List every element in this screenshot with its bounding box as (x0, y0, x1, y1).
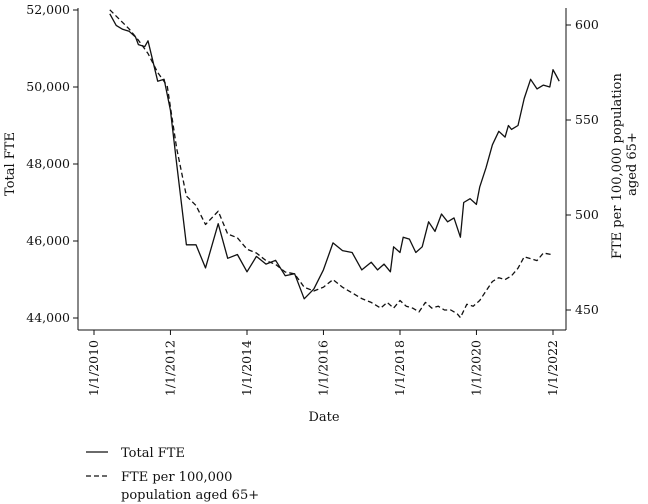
right-tick-label: 500 (575, 207, 599, 222)
left-tick-label: 46,000 (26, 233, 70, 248)
legend: Total FTE FTE per 100,000 population aged… (86, 446, 259, 503)
left-tick-label: 48,000 (26, 156, 70, 171)
series-line-total-fte (109, 13, 560, 300)
legend-label-total-fte: Total FTE (121, 446, 185, 461)
right-axis-title: FTE per 100,000 population aged 65+ (610, 69, 640, 259)
x-tick-label: 1/1/2022 (545, 340, 560, 396)
x-tick-label: 1/1/2012 (162, 340, 177, 396)
x-tick-label: 1/1/2020 (468, 340, 483, 396)
right-tick-label: 600 (575, 17, 599, 32)
legend-label-fte-per-100k: FTE per 100,000 population aged 65+ (121, 470, 259, 503)
legend-label-line: population aged 65+ (121, 488, 259, 503)
legend-label-line: FTE per 100,000 (121, 470, 232, 485)
left-axis-title: Total FTE (3, 132, 18, 196)
series-line-fte-per-100k (109, 9, 554, 319)
x-tick-label: 1/1/2018 (392, 340, 407, 396)
left-tick-label: 50,000 (26, 79, 70, 94)
x-axis-title: Date (308, 410, 339, 425)
x-tick-label: 1/1/2016 (315, 340, 330, 396)
right-tick-label: 450 (575, 302, 599, 317)
right-axis-title-line-1: FTE per 100,000 population (610, 72, 625, 259)
axes: 44,000 46,000 48,000 50,000 52,000 450 500 550 6… (26, 2, 599, 396)
x-tick-label: 1/1/2014 (239, 340, 254, 396)
left-tick-label: 44,000 (26, 310, 70, 325)
series-layer (109, 9, 560, 319)
left-tick-label: 52,000 (26, 2, 70, 17)
right-axis-title-line-2: aged 65+ (625, 132, 640, 196)
x-tick-label: 1/1/2010 (86, 340, 101, 396)
right-tick-label: 550 (575, 112, 599, 127)
